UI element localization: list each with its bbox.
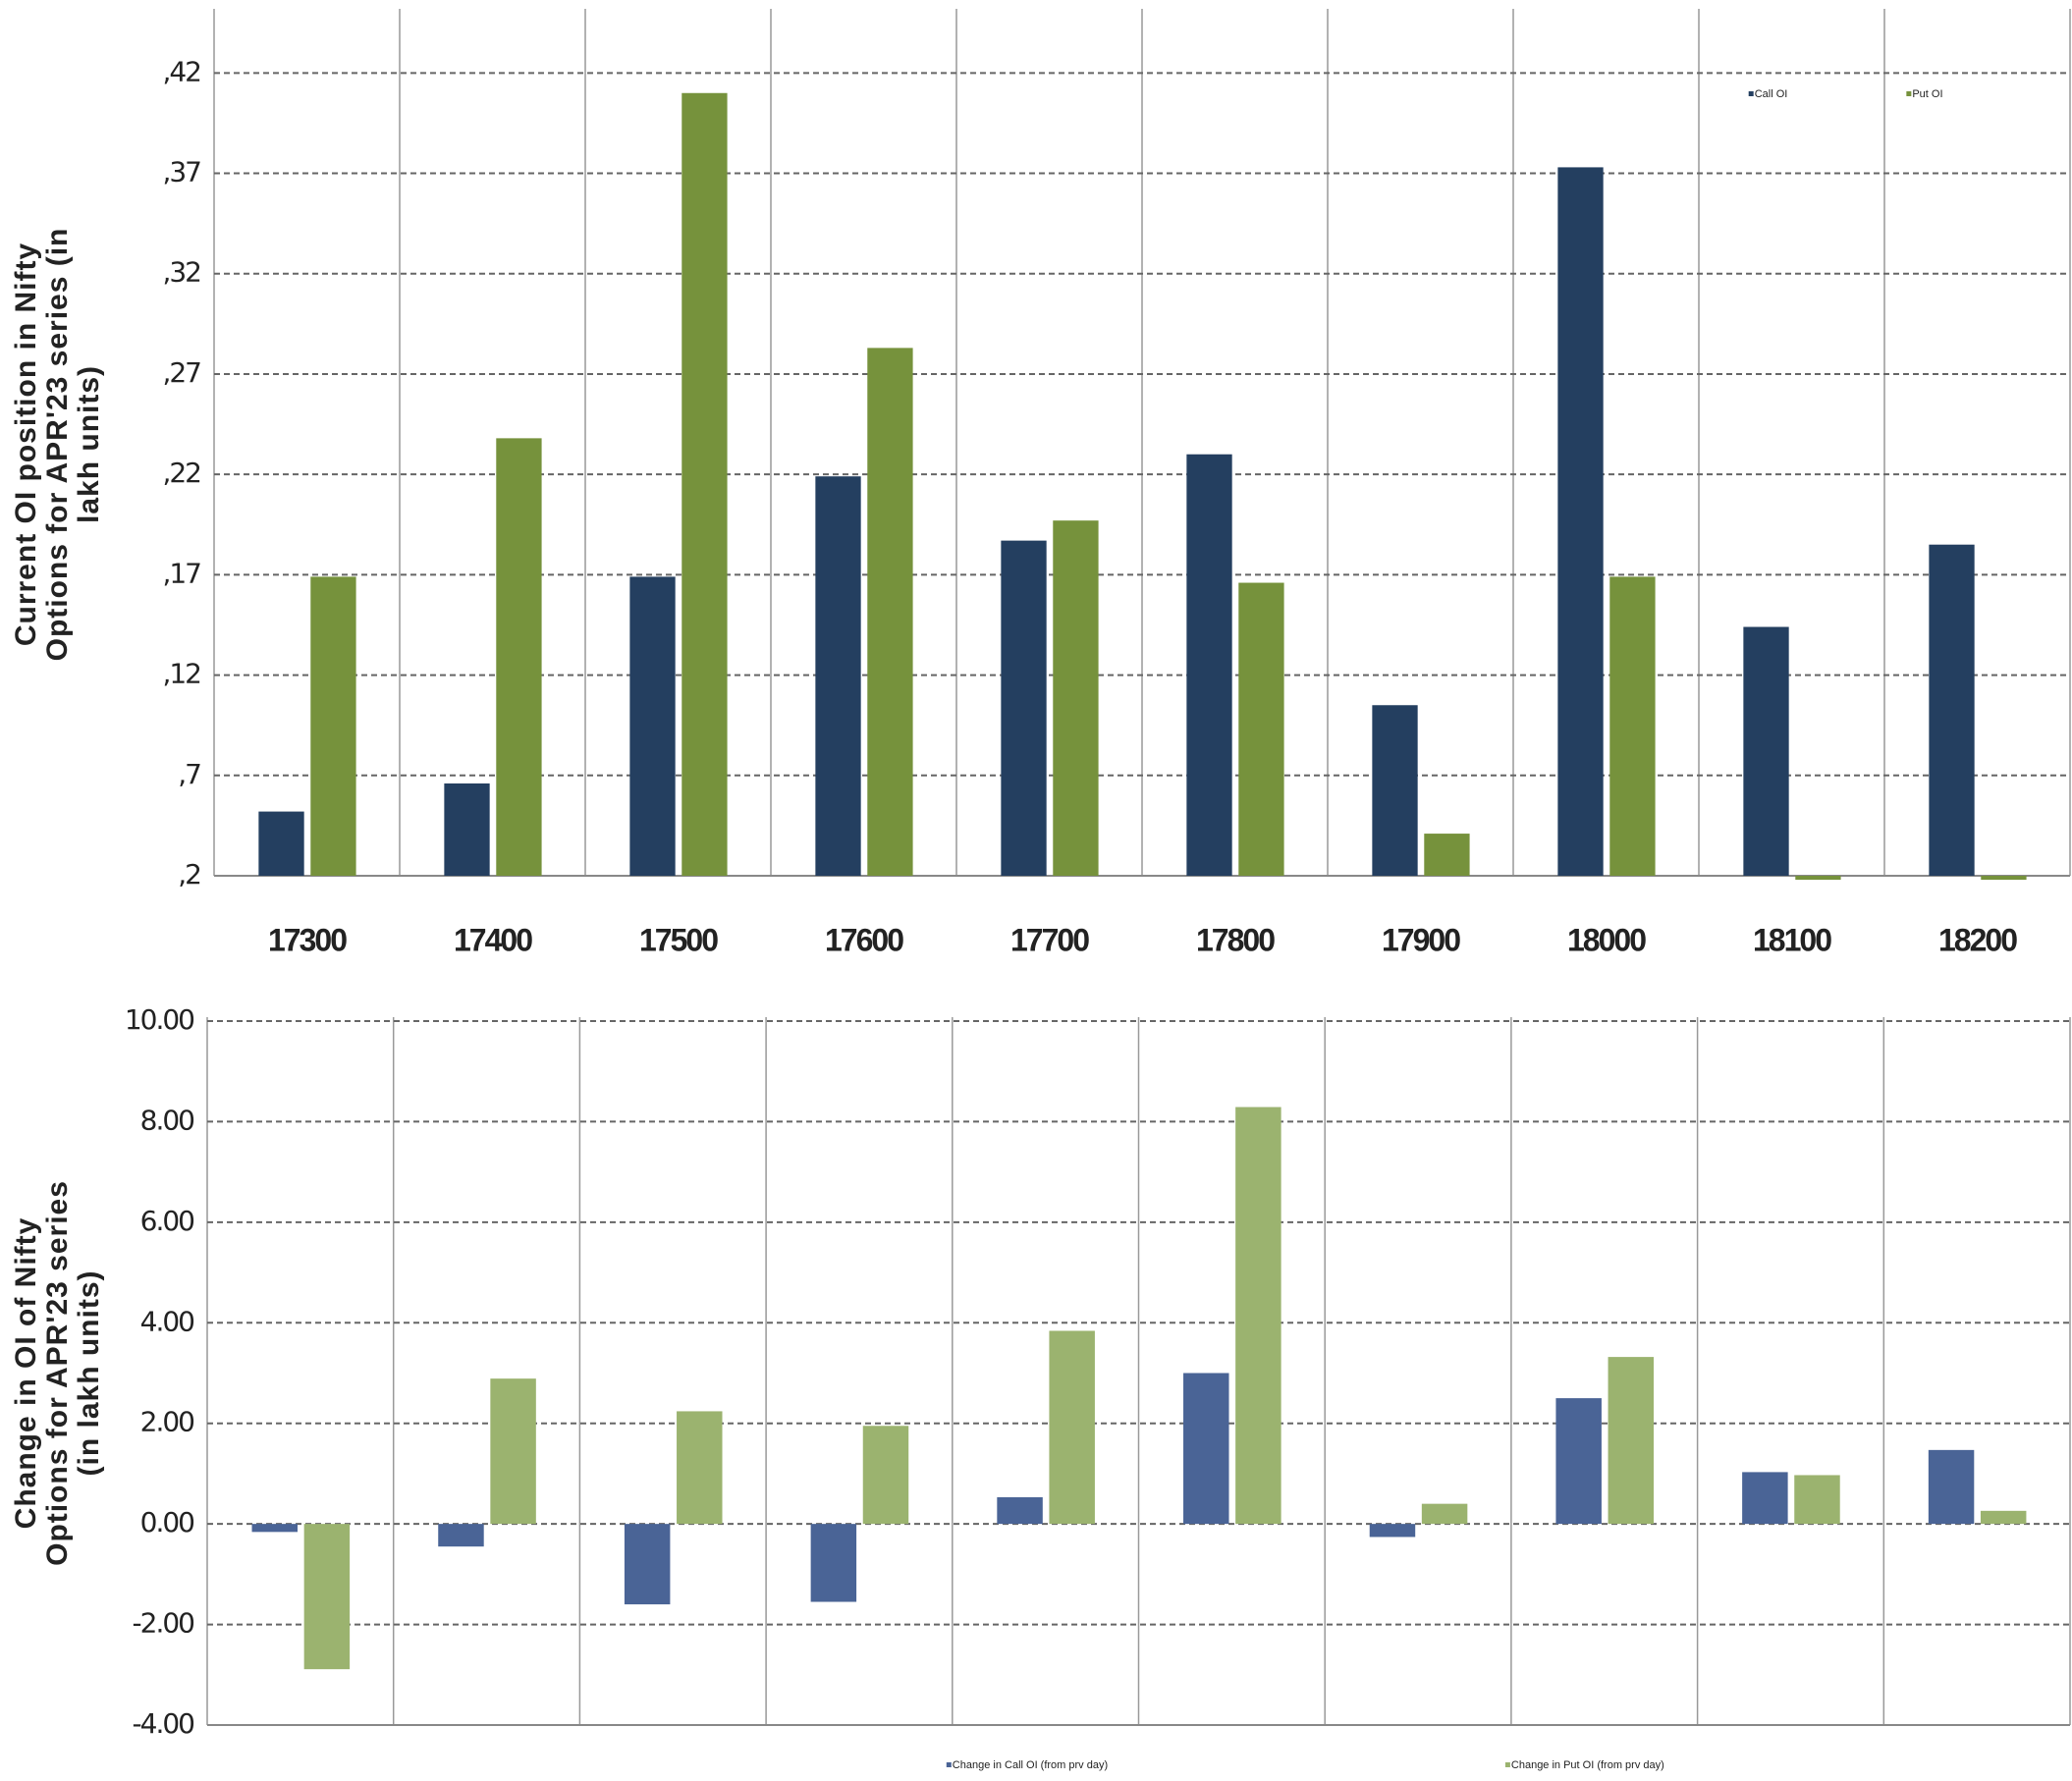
bar: [997, 1496, 1043, 1525]
y-tick-label: ,12: [162, 658, 200, 690]
bar: [303, 1524, 351, 1670]
bar: [1555, 1398, 1602, 1525]
bar: [1609, 576, 1656, 876]
bar: [1795, 876, 1841, 881]
bar: [251, 1524, 299, 1533]
bar: [444, 783, 490, 876]
legend-label: Change in Put OI (from prv day): [1511, 1759, 1664, 1771]
x-tick-label: 18200: [1938, 922, 2017, 957]
legend-label: Call OI: [1755, 88, 1788, 100]
x-tick-label: 17500: [639, 922, 718, 957]
bar: [1372, 705, 1418, 876]
y-axis-title: Current OI position in NiftyOptions for …: [10, 228, 105, 662]
bar: [629, 576, 676, 876]
bar: [1053, 520, 1099, 876]
bar: [1424, 834, 1470, 876]
y-tick-label: ,37: [162, 156, 200, 189]
y-tick-label: 0.00: [140, 1506, 194, 1538]
bar: [1186, 454, 1232, 876]
bar: [867, 348, 913, 877]
bar: [1369, 1524, 1416, 1538]
x-tick-label: 17700: [1010, 922, 1089, 957]
x-tick-label: 17300: [268, 922, 347, 957]
legend-swatch: [946, 1762, 952, 1767]
x-tick-label: 18100: [1753, 922, 1831, 957]
bar: [1001, 540, 1047, 876]
x-tick-label: 17400: [454, 922, 532, 957]
y-tick-label: 2.00: [140, 1406, 194, 1438]
bar: [624, 1524, 671, 1605]
bar: [496, 438, 542, 876]
y-tick-label: 4.00: [140, 1305, 194, 1337]
bar: [438, 1524, 484, 1547]
x-tick-label: 17600: [825, 922, 903, 957]
bar: [1238, 582, 1284, 876]
legend-swatch: [1748, 91, 1754, 96]
bar: [1235, 1106, 1281, 1525]
y-axis-title: Change in OI of NiftyOptions for APR'23 …: [10, 1180, 105, 1566]
y-tick-label: ,7: [178, 758, 200, 790]
y-tick-label: 8.00: [140, 1104, 194, 1136]
y-tick-label: -2.00: [133, 1607, 194, 1640]
x-tick-label: 17900: [1382, 922, 1460, 957]
bar: [1929, 544, 1975, 876]
bar: [1608, 1357, 1655, 1525]
y-tick-label: 6.00: [140, 1205, 194, 1237]
bar: [1794, 1475, 1840, 1525]
y-tick-label: 10.00: [125, 1003, 193, 1036]
bar: [1557, 167, 1604, 876]
bar: [1049, 1330, 1095, 1525]
legend-swatch: [1504, 1762, 1510, 1767]
y-tick-label: ,27: [162, 356, 200, 389]
bar: [682, 92, 728, 876]
bar: [1183, 1373, 1229, 1525]
y-tick-label: ,17: [162, 557, 200, 589]
bar: [1742, 1472, 1788, 1525]
bar: [490, 1378, 536, 1525]
bar: [862, 1426, 909, 1525]
bar: [258, 811, 304, 876]
bar: [810, 1524, 857, 1602]
bar: [1980, 1510, 2027, 1525]
bar: [677, 1411, 723, 1525]
legend-swatch: [1906, 91, 1912, 96]
y-tick-label: ,22: [162, 457, 200, 489]
bar: [1421, 1503, 1468, 1525]
legend-label: Change in Call OI (from prv day): [953, 1759, 1108, 1771]
y-tick-label: -4.00: [133, 1707, 194, 1740]
bar: [310, 576, 356, 876]
bar: [1743, 626, 1789, 876]
y-tick-label: ,2: [178, 858, 200, 890]
x-tick-label: 17800: [1196, 922, 1275, 957]
bar: [1981, 876, 2027, 881]
bar: [815, 476, 861, 876]
bar: [1928, 1449, 1975, 1525]
y-tick-label: ,42: [162, 55, 200, 87]
legend-label: Put OI: [1912, 88, 1942, 100]
y-tick-label: ,32: [162, 256, 200, 289]
x-tick-label: 18000: [1567, 922, 1646, 957]
